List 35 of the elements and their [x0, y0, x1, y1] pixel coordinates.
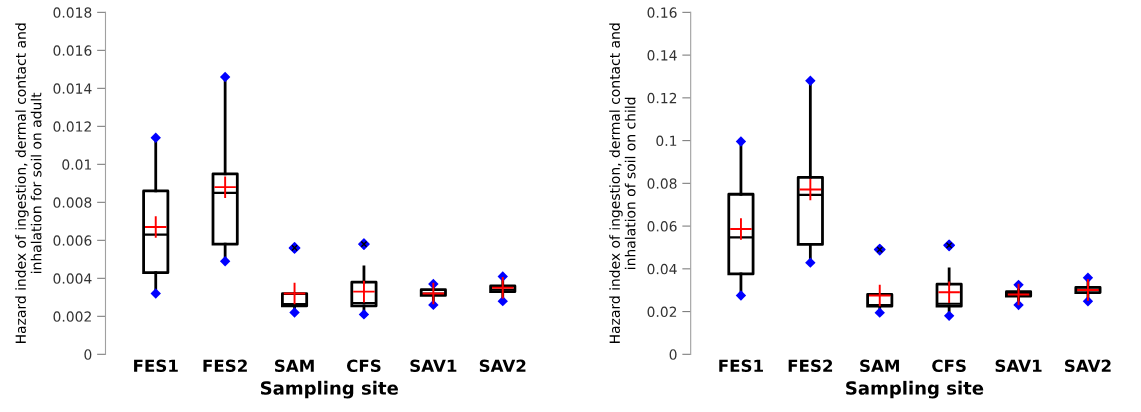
x-tick-label: SAM: [275, 359, 314, 373]
y-tick-label: 0.018: [53, 7, 92, 18]
y-tick-label: 0.012: [53, 121, 91, 132]
y-tick-label: 0.12: [647, 92, 677, 104]
y-tick-label: 0.14: [647, 50, 677, 61]
x-axis-title: Sampling site: [260, 380, 398, 399]
x-tick-label: CFS: [346, 359, 381, 373]
y-tick-label: 0.02: [647, 306, 677, 318]
y-tick-label: 0: [84, 349, 92, 360]
y-tick-label: 0.1: [656, 135, 677, 147]
x-axis-title: Sampling site: [846, 380, 984, 399]
x-tick-label: SAV1: [995, 359, 1042, 373]
y-axis-title: Hazard index of ingestion, dermal contact and inhalation of soil on child: [609, 23, 636, 343]
y-tick-label: 0.016: [53, 45, 92, 56]
y-tick-label: 0.008: [53, 197, 92, 208]
x-tick-label: FES1: [134, 359, 178, 373]
x-tick-label: CFS: [932, 359, 966, 373]
y-axis-title: Hazard index of ingestion, dermal contact and inhalation for soil on adult: [15, 23, 42, 343]
x-tick-label: FES2: [203, 359, 247, 373]
y-tick-label: 0.16: [647, 7, 677, 18]
y-tick-label: 0.06: [647, 221, 677, 232]
x-tick-label: SAV2: [479, 359, 526, 373]
y-tick-label: 0.04: [647, 263, 677, 275]
y-tick-label: 0.014: [53, 83, 92, 94]
x-tick-label: FES1: [719, 359, 763, 373]
y-tick-label: 0.006: [53, 235, 92, 246]
y-tick-label: 0.004: [53, 273, 92, 284]
x-tick-label: FES2: [788, 359, 833, 373]
y-tick-label: 0.08: [647, 178, 677, 189]
y-tick-label: 0.002: [53, 311, 91, 322]
x-tick-label: SAV2: [1065, 359, 1111, 373]
x-tick-label: SAV1: [410, 359, 457, 373]
y-tick-label: 0.01: [62, 159, 92, 170]
y-tick-label: 0: [669, 349, 677, 360]
x-tick-label: SAM: [860, 359, 899, 373]
